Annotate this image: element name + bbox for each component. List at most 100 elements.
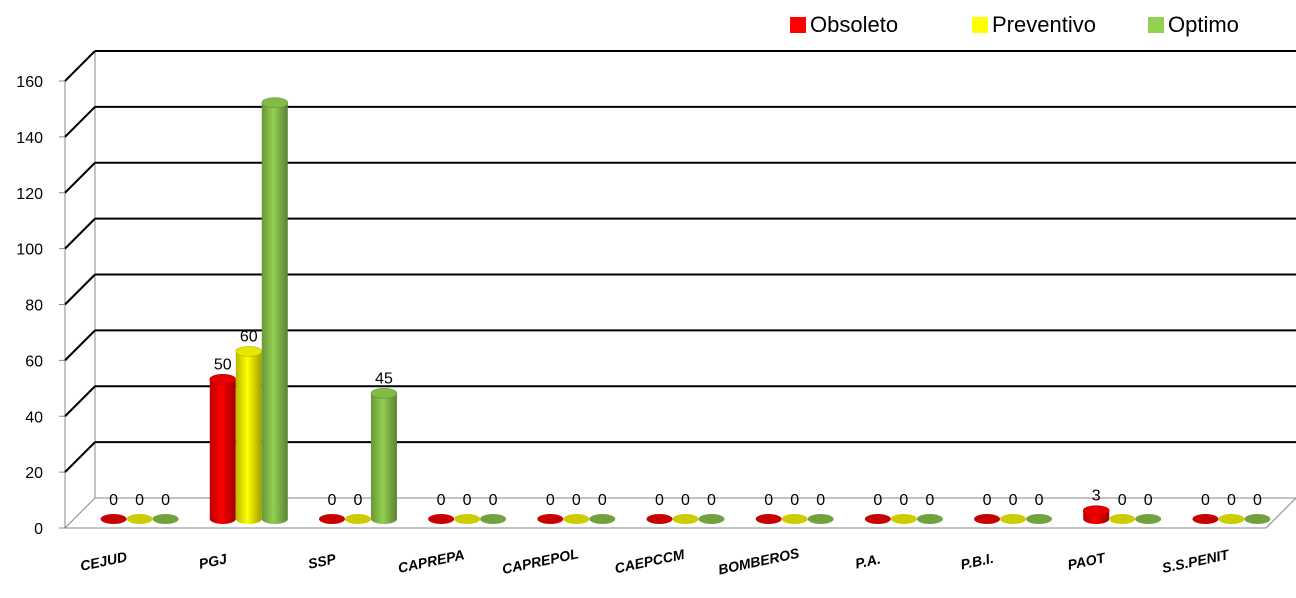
data-label: 0 xyxy=(816,492,825,509)
category-label: BOMBEROS xyxy=(717,545,802,578)
legend: Obsoleto Preventivo Optimo xyxy=(790,12,1239,37)
data-label: 0 xyxy=(1009,492,1018,509)
y-tick-label: 100 xyxy=(16,242,43,259)
bar-optimo-s.s.penit xyxy=(1244,514,1271,524)
bar-flat xyxy=(1000,514,1027,524)
data-label: 50 xyxy=(214,356,232,373)
bar-flat xyxy=(646,514,673,524)
category-label: P.A. xyxy=(854,551,882,572)
bar-top xyxy=(261,97,289,109)
bar-body xyxy=(261,102,288,524)
bar-flat xyxy=(318,514,345,524)
bar-flat xyxy=(864,514,891,524)
data-label: 60 xyxy=(240,328,258,345)
legend-label: Optimo xyxy=(1168,12,1239,37)
data-label: 0 xyxy=(598,492,607,509)
gridline-diagonal xyxy=(64,329,96,362)
data-label: 0 xyxy=(546,492,555,509)
bar-flat xyxy=(1192,514,1219,524)
bar-obsoleto-p.b.i. xyxy=(974,514,1001,524)
y-tick-label: 20 xyxy=(25,465,43,482)
bar-obsoleto-caprepol xyxy=(537,514,564,524)
y-tick-label: 60 xyxy=(25,353,43,370)
bars xyxy=(100,97,1271,524)
bar-preventivo-pgj xyxy=(235,346,263,524)
data-label: 0 xyxy=(328,492,337,509)
data-label: 0 xyxy=(681,492,690,509)
bar-obsoleto-bomberos xyxy=(755,514,782,524)
data-label: 0 xyxy=(873,492,882,509)
data-label: 0 xyxy=(437,492,446,509)
bar-flat xyxy=(1244,514,1271,524)
bar-top xyxy=(209,374,237,385)
y-tick-label: 80 xyxy=(25,298,43,315)
bar-flat xyxy=(1135,514,1162,524)
legend-swatch xyxy=(972,17,988,33)
bar-obsoleto-ssp xyxy=(318,514,345,524)
bar-flat xyxy=(1109,514,1136,524)
category-label: S.S.PENIT xyxy=(1161,546,1232,576)
y-tick-label: 0 xyxy=(34,521,43,538)
bar-optimo-ssp xyxy=(370,387,398,524)
grid xyxy=(59,50,1296,529)
gridline-diagonal xyxy=(64,162,96,194)
bar-optimo-caepccm xyxy=(698,514,725,524)
y-tick-label: 120 xyxy=(16,186,43,203)
floor-right-edge xyxy=(1265,497,1296,529)
data-label: 0 xyxy=(707,492,716,509)
bar-obsoleto-pgj xyxy=(209,374,237,524)
data-label: 0 xyxy=(764,492,773,509)
bar-optimo-caprepa xyxy=(480,514,507,524)
data-label: 0 xyxy=(1227,492,1236,509)
bar-obsoleto-caepccm xyxy=(646,514,673,524)
legend-label: Obsoleto xyxy=(810,12,898,37)
bar-preventivo-cejud xyxy=(126,514,153,524)
bar-obsoleto-caprepa xyxy=(428,514,455,524)
floor-left-edge xyxy=(64,497,96,529)
data-label: 0 xyxy=(1253,492,1262,509)
data-label: 0 xyxy=(899,492,908,509)
bar-preventivo-caepccm xyxy=(672,514,699,524)
category-label: CAPREPA xyxy=(396,546,465,576)
category-label: P.B.I. xyxy=(959,550,995,573)
bar-flat xyxy=(698,514,725,524)
bar-optimo-p.b.i. xyxy=(1026,514,1053,524)
bar-flat xyxy=(428,514,455,524)
bar-flat xyxy=(1218,514,1245,524)
gridline-diagonal xyxy=(64,50,96,82)
bar-preventivo-caprepa xyxy=(454,514,481,524)
category-label: CAEPCCM xyxy=(613,546,686,576)
bar-flat xyxy=(974,514,1001,524)
bar-obsoleto-cejud xyxy=(100,514,127,524)
bar-flat xyxy=(916,514,943,524)
bar-preventivo-paot xyxy=(1109,514,1136,524)
y-tick-label: 160 xyxy=(16,74,43,91)
bar-flat xyxy=(100,514,127,524)
bar-preventivo-caprepol xyxy=(563,514,590,524)
bar-flat xyxy=(1026,514,1053,524)
bar-top xyxy=(370,387,398,399)
data-label: 0 xyxy=(790,492,799,509)
bar-obsoleto-paot xyxy=(1082,505,1110,524)
data-label: 0 xyxy=(655,492,664,509)
gridline-diagonal xyxy=(64,441,96,473)
legend-label: Preventivo xyxy=(992,12,1096,37)
bar-flat xyxy=(480,514,507,524)
category-label: PAOT xyxy=(1066,549,1108,573)
category-label: CAPREPOL xyxy=(501,545,580,577)
bar-flat xyxy=(126,514,153,524)
category-label: CEJUD xyxy=(79,548,129,574)
bar-optimo-p.a. xyxy=(916,514,943,524)
data-label: 0 xyxy=(1201,492,1210,509)
category-label: SSP xyxy=(307,550,338,572)
bar-flat xyxy=(755,514,782,524)
legend-item-preventivo: Preventivo xyxy=(972,12,1096,37)
y-axis-ticks: 0 20 40 60 80 100 120 140 160 xyxy=(16,74,43,538)
bar-body xyxy=(370,393,397,524)
data-label: 0 xyxy=(489,492,498,509)
bar-flat xyxy=(344,514,371,524)
y-tick-label: 40 xyxy=(25,409,43,426)
data-label: 0 xyxy=(354,492,363,509)
bar-optimo-paot xyxy=(1135,514,1162,524)
